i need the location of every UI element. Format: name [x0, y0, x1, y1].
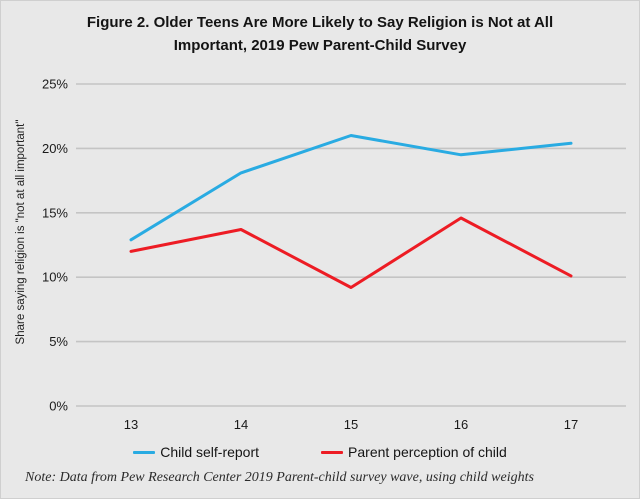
x-tick-label-17: 17: [564, 417, 578, 432]
x-tick-label-15: 15: [344, 417, 358, 432]
legend: Child self-report Parent perception of c…: [1, 444, 639, 460]
y-tick-label-0%: 0%: [49, 399, 68, 414]
y-tick-label-25%: 25%: [42, 77, 68, 92]
legend-swatch-parent-perception: [321, 450, 344, 454]
y-tick-label-5%: 5%: [49, 334, 68, 349]
source-note: Note: Data from Pew Research Center 2019…: [25, 470, 534, 485]
x-tick-label-13: 13: [124, 417, 138, 432]
chart-title: Figure 2. Older Teens Are More Likely to…: [86, 14, 554, 55]
legend-item-parent-perception: Parent perception of child: [321, 444, 507, 460]
legend-label-child-self-report: Child self-report: [160, 444, 260, 460]
legend-swatch-child-self-report: [133, 450, 156, 454]
x-tick-label-16: 16: [454, 417, 468, 432]
y-tick-label-15%: 15%: [42, 205, 68, 220]
legend-label-parent-perception: Parent perception of child: [348, 444, 507, 460]
series-line-parent-perception-of-child: [129, 216, 573, 289]
y-tick-label-20%: 20%: [42, 141, 68, 156]
y-tick-label-10%: 10%: [42, 270, 68, 285]
series-line-child-self-report: [129, 134, 573, 242]
x-tick-label-14: 14: [234, 417, 248, 432]
legend-item-child-self-report: Child self-report: [133, 444, 259, 460]
